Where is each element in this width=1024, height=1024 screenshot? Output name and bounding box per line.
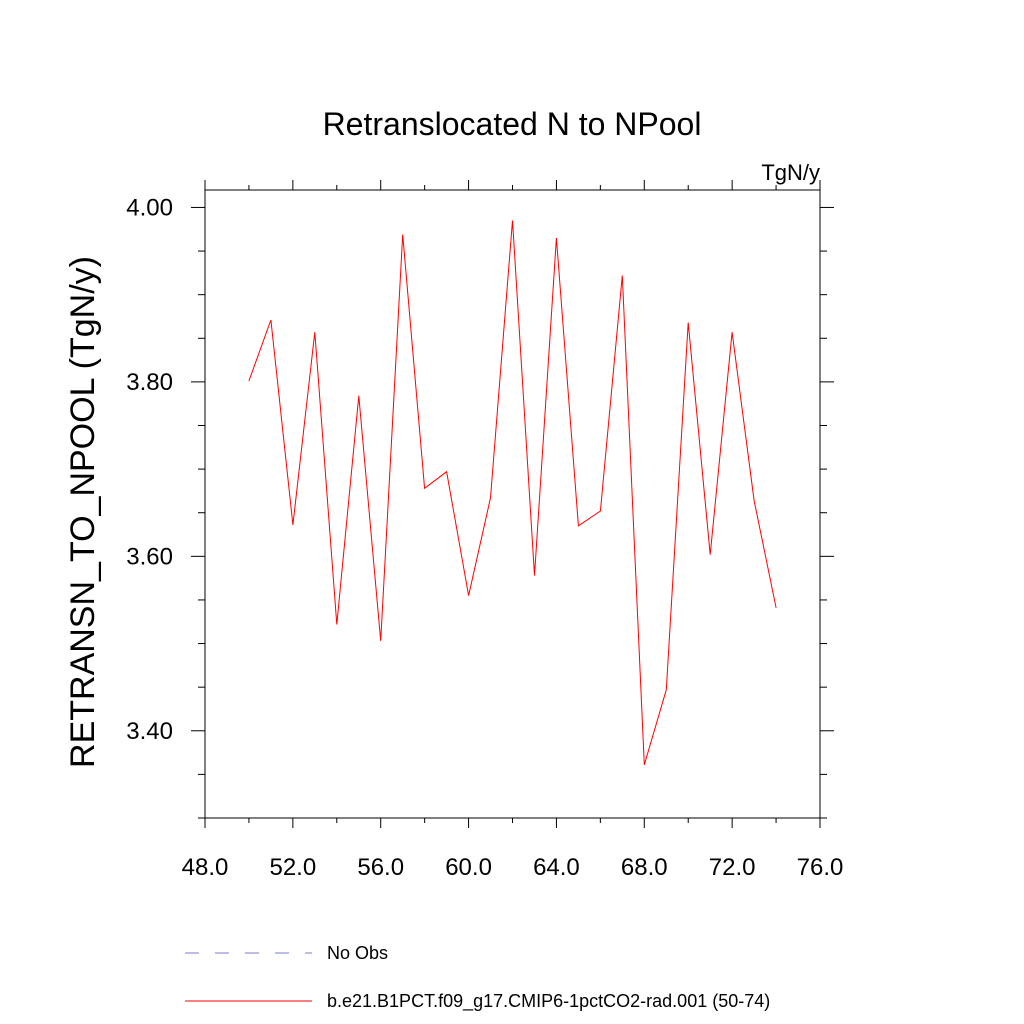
legend: No Obs b.e21.B1PCT.f09_g17.CMIP6-1pctCO2… [185, 943, 770, 1012]
y-tick-label: 4.00 [126, 194, 173, 221]
units-label: TgN/y [761, 160, 820, 185]
x-tick-label: 56.0 [357, 854, 404, 881]
x-tick-label: 52.0 [269, 854, 316, 881]
y-tick-label: 3.60 [126, 543, 173, 570]
y-tick-label: 3.80 [126, 369, 173, 396]
y-tick-label: 3.40 [126, 718, 173, 745]
series-layer [248, 220, 777, 765]
x-tick-label: 68.0 [621, 854, 668, 881]
legend-label-model: b.e21.B1PCT.f09_g17.CMIP6-1pctCO2-rad.00… [327, 991, 770, 1012]
y-axis: 3.40 3.60 3.80 4.00 [126, 194, 834, 819]
plot-frame [204, 189, 821, 819]
x-tick-label: 60.0 [445, 854, 492, 881]
x-tick-label: 64.0 [533, 854, 580, 881]
legend-label-no-obs: No Obs [327, 943, 388, 963]
x-tick-label: 76.0 [797, 854, 844, 881]
x-tick-label: 48.0 [182, 854, 229, 881]
x-axis: 48.0 52.0 56.0 60.0 64.0 68.0 72.0 76.0 [182, 180, 844, 881]
x-tick-label: 72.0 [709, 854, 756, 881]
chart-title: Retranslocated N to NPool [323, 106, 702, 142]
series-line [248, 220, 777, 765]
y-axis-label: RETRANSN_TO_NPOOL (TgN/y) [64, 256, 102, 768]
